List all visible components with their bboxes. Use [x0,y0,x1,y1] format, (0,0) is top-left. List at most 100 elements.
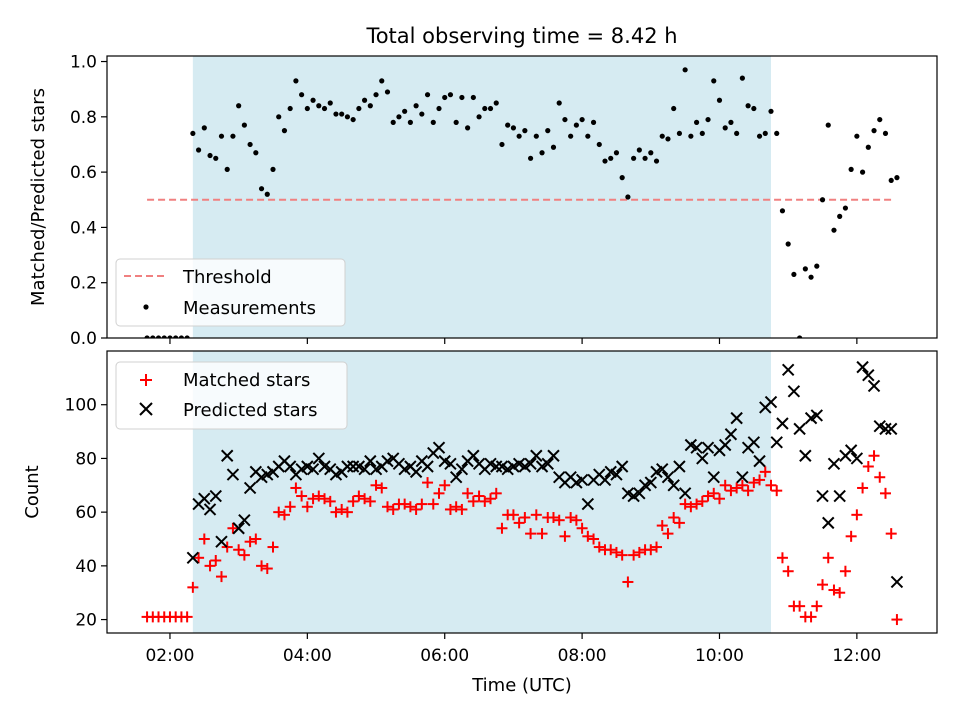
measurements-point [510,125,517,131]
matched-stars-point [336,503,348,515]
predicted-stars-point [810,409,824,422]
matched-stars-point [376,482,388,494]
predicted-stars-point [656,462,669,476]
measurements-point [699,130,705,137]
matched-stars-point [857,482,869,494]
legend-predicted-swatch [139,402,153,416]
matched-stars-point [387,503,399,515]
measurements-point [625,194,631,200]
predicted-stars-point [547,449,560,462]
matched-stars-point [267,541,279,553]
predicted-stars-point [364,454,377,468]
matched-stars-point [576,522,588,534]
matched-stars-point [616,549,628,561]
measurements-point [533,133,539,139]
bottom-panel: 20 40 60 80 100 02:00 04:00 06:00 08:00 10:00 12:… [22,350,938,696]
matched-stars-point [731,482,743,494]
predicted-stars-point [747,436,761,449]
measurements-point [819,197,826,203]
predicted-stars-point [215,535,228,548]
matched-stars-point [570,514,582,526]
predicted-stars-point [776,417,789,430]
measurements-point [745,103,751,109]
x-tick-label: 10:00 [695,646,744,666]
top-y-tick-label: 0.0 [70,329,97,349]
matched-stars-point [422,477,434,489]
measurements-point [756,133,763,139]
matched-stars-point [828,584,840,596]
measurements-point [390,119,396,125]
measurements-point [527,155,534,161]
matched-stars-point [673,517,685,529]
predicted-stars-point [312,452,326,465]
measurements-point [379,78,385,84]
matched-stars-point [868,450,880,462]
predicted-stars-point [678,487,692,500]
chart-title: Total observing time = 8.42 h [365,24,677,48]
predicted-stars-point [850,452,864,465]
legend-threshold-label: Threshold [182,267,272,288]
matched-stars-point [462,487,474,499]
matched-stars-point [834,587,846,599]
bottom-y-tick-label: 60 [75,503,97,523]
x-axis-label: Time (UTC) [471,675,572,696]
measurements-point [236,103,242,109]
predicted-stars-point [358,462,371,476]
measurements-point [648,150,654,156]
matched-stars-point [593,541,605,553]
measurements-point [361,97,368,103]
measurements-point [842,205,849,211]
matched-stars-point [210,554,222,566]
measurements-point [195,147,202,153]
measurements-point [419,111,425,117]
matched-stars-point [284,501,296,513]
matched-stars-point [656,520,668,532]
predicted-stars-point [186,551,200,565]
predicted-stars-point [615,460,629,473]
predicted-stars-point [844,444,858,457]
matched-stars-point [330,506,342,518]
predicted-stars-point [816,489,829,503]
measurements-point [155,335,162,338]
measurements-point [888,177,894,184]
measurements-point [859,169,866,175]
measurements-point [384,89,391,95]
measurements-point [213,155,219,161]
matched-stars-point [851,509,863,521]
measurements-point [258,186,265,192]
measurements-point [247,141,253,148]
matched-stars-point [416,498,428,510]
predicted-stars-point [753,454,766,468]
measurements-point [808,274,814,280]
matched-stars-point [278,509,290,521]
predicted-stars-point [736,471,749,484]
matched-stars-point [204,560,216,572]
measurements-point [545,128,551,134]
matched-stars-point [622,576,634,588]
measurements-point [264,191,270,197]
x-tick-label: 06:00 [420,646,469,666]
measurements-point [356,105,362,112]
legend-measurements-swatch [143,304,149,310]
matched-stars-point [513,517,525,529]
matched-stars-point [187,581,199,593]
top-y-tick-label: 0.4 [70,218,97,238]
measurements-point [190,130,196,137]
matched-stars-point [708,487,720,499]
matched-stars-point [444,503,456,515]
measurements-point [299,92,305,98]
measurements-point [316,103,322,109]
measurements-point [568,133,574,139]
matched-stars-point [536,528,548,540]
bottom-plot-frame [106,350,938,634]
measurements-point [407,119,413,125]
predicted-stars-point [209,489,222,503]
measurements-point [178,335,185,338]
matched-stars-point [410,503,422,515]
matched-stars-point [370,479,382,491]
measurements-point [516,133,522,139]
measurements-point [585,133,591,139]
matched-stars-point [754,474,766,486]
measurements-point [797,335,803,338]
measurements-point [281,128,288,134]
